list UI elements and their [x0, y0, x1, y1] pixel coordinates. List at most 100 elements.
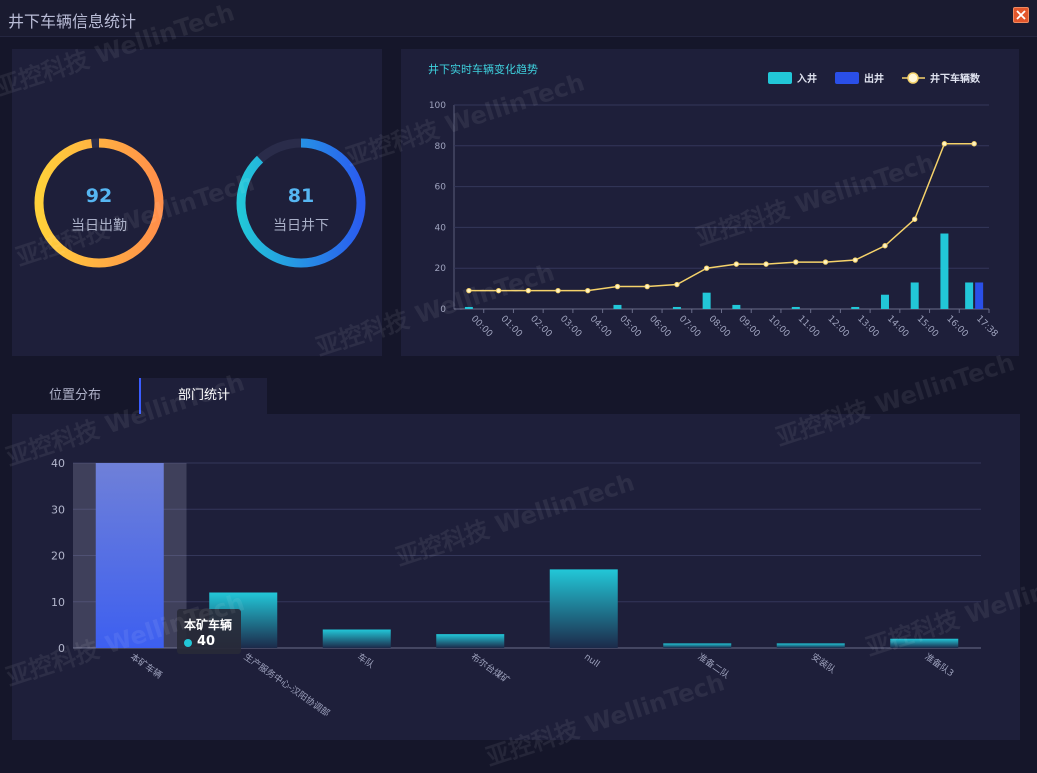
dept-y-tick-label: 40	[51, 457, 65, 470]
trend-count-point[interactable]	[763, 261, 769, 267]
trend-count-point[interactable]	[495, 287, 502, 294]
trend-count-point[interactable]	[822, 259, 829, 265]
trend-legend[interactable]: 入井 出井 井下车辆数	[768, 72, 981, 85]
trend-count-point[interactable]	[525, 287, 532, 294]
trend-bar-in[interactable]	[965, 282, 974, 309]
dept-x-tick-label: null	[582, 652, 601, 670]
tooltip-title: 本矿车辆	[184, 618, 233, 632]
gauges-panel: 92 当日出勤 81 当日井下	[12, 49, 382, 356]
trend-x-tick-label: 00:00	[469, 314, 495, 340]
underground-gauge-arc	[236, 138, 366, 268]
trend-x-tick-label: 13:00	[855, 314, 881, 340]
window-title: 井下车辆信息统计	[8, 12, 137, 31]
trend-count-point[interactable]	[585, 287, 591, 294]
trend-bar-in[interactable]	[880, 294, 889, 309]
legend-swatch-out	[835, 72, 859, 84]
legend-swatch-in	[768, 72, 792, 84]
trend-bar-in[interactable]	[672, 306, 681, 309]
bar-tooltip: 本矿车辆 40	[177, 609, 241, 654]
trend-count-point[interactable]	[971, 141, 977, 147]
trend-count-point[interactable]	[466, 287, 472, 294]
trend-x-tick-label: 01:00	[498, 314, 524, 340]
dept-y-tick-label: 0	[58, 642, 65, 655]
trend-title: 井下实时车辆变化趋势	[428, 62, 538, 76]
trend-count-point[interactable]	[674, 281, 680, 288]
trend-count-point[interactable]	[793, 259, 799, 265]
trend-bar-in[interactable]	[910, 282, 919, 309]
underground-label: 当日井下	[273, 218, 329, 234]
trend-count-point[interactable]	[852, 257, 858, 263]
trend-x-tick-label: 09:00	[736, 314, 762, 340]
tab-department[interactable]: 部门统计	[139, 378, 267, 414]
attendance-value: 92	[85, 185, 113, 207]
trend-x-tick-label: 14:00	[885, 314, 911, 340]
attendance-gauge: 92 当日出勤	[29, 133, 169, 273]
attendance-label: 当日出勤	[71, 218, 127, 234]
trend-bar-in[interactable]	[613, 304, 622, 309]
trend-count-point[interactable]	[882, 243, 888, 249]
trend-count-line	[468, 143, 975, 292]
trend-x-tick-label: 04:00	[588, 314, 614, 340]
trend-bar-in[interactable]	[732, 304, 741, 309]
dept-x-tick-label: 车队	[355, 651, 377, 671]
trend-count-point[interactable]	[941, 141, 948, 147]
trend-chart: 井下实时车辆变化趋势 入井 出井 井下车辆数 0 20 40 60 80 100 00:00…	[428, 62, 1000, 340]
dept-x-tick-label: 本矿车辆	[128, 651, 164, 681]
trend-x-tick-label: 17:38	[974, 314, 1000, 340]
dept-y-tick-label: 30	[51, 503, 65, 516]
trend-x-tick-label: 05:00	[617, 314, 643, 340]
dept-bar[interactable]	[776, 643, 845, 648]
close-icon	[1016, 10, 1026, 20]
dept-bar[interactable]	[663, 643, 732, 648]
dept-bar[interactable]	[95, 463, 164, 648]
trend-count-point[interactable]	[644, 283, 650, 290]
trend-x-tick-label: 07:00	[677, 314, 703, 340]
dept-bar[interactable]	[890, 638, 959, 648]
tab-location[interactable]: 位置分布	[48, 388, 101, 403]
dept-x-tick-label: 布尔台煤矿	[469, 651, 513, 687]
department-panel: 0 10 20 30 40 本矿车辆 生产服务中心-汉阳协调部 车队 布尔台煤矿 null 准备二队…	[12, 414, 1020, 740]
trend-bar-in[interactable]	[940, 233, 949, 309]
trend-y-tick-label: 80	[435, 142, 447, 152]
legend-label-in: 入井	[797, 72, 817, 85]
legend-dot-count	[907, 72, 919, 84]
trend-bar-in[interactable]	[791, 306, 800, 309]
dept-bar[interactable]	[549, 569, 618, 648]
trend-x-tick-label: 06:00	[647, 314, 673, 340]
dept-x-tick-label: 生产服务中心-汉阳协调部	[242, 651, 333, 719]
trend-y-tick-label: 60	[435, 183, 447, 193]
trend-count-point[interactable]	[733, 261, 740, 267]
close-button[interactable]	[1013, 7, 1029, 23]
trend-panel: 井下实时车辆变化趋势 入井 出井 井下车辆数 0 20 40 60 80 100 00:00…	[401, 49, 1019, 356]
dept-y-tick-label: 20	[51, 550, 65, 563]
trend-x-tick-label: 11:00	[796, 314, 822, 340]
trend-x-tick-label: 16:00	[944, 314, 970, 340]
trend-count-point[interactable]	[703, 265, 710, 271]
trend-bar-in[interactable]	[702, 292, 711, 309]
dept-x-tick-label: 准备二队	[696, 651, 732, 681]
underground-value: 81	[287, 185, 315, 207]
legend-label-count: 井下车辆数	[930, 72, 981, 85]
trend-y-tick-label: 0	[440, 305, 446, 315]
dept-bar[interactable]	[322, 629, 391, 649]
trend-x-tick-label: 08:00	[707, 314, 733, 340]
trend-y-tick-label: 100	[429, 101, 446, 111]
trend-count-point[interactable]	[555, 287, 561, 294]
trend-bar-in[interactable]	[464, 306, 473, 309]
trend-x-tick-label: 12:00	[825, 314, 851, 340]
trend-bar-out[interactable]	[975, 282, 984, 309]
trend-count-point[interactable]	[614, 283, 621, 290]
trend-bar-in[interactable]	[851, 306, 860, 309]
trend-x-tick-label: 10:00	[766, 314, 792, 340]
dept-bar[interactable]	[436, 634, 505, 648]
dept-x-tick-label: 准备队3	[923, 651, 957, 680]
trend-x-tick-label: 15:00	[915, 314, 941, 340]
tooltip-value: 40	[197, 634, 216, 649]
attendance-gauge-arc	[34, 138, 164, 268]
legend-label-out: 出井	[864, 72, 884, 85]
trend-count-point[interactable]	[911, 216, 918, 222]
tooltip-series-dot	[184, 639, 192, 647]
trend-y-tick-label: 20	[435, 264, 447, 274]
dept-x-tick-label: 安装队	[809, 651, 838, 676]
dept-y-tick-label: 10	[51, 596, 65, 609]
